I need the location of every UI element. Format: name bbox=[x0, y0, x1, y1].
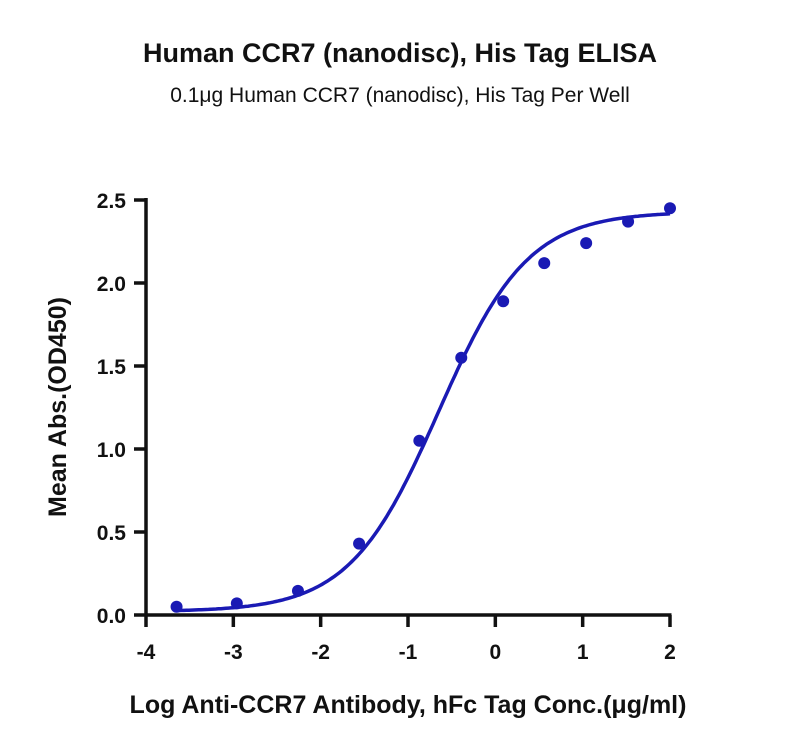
y-tick-label: 0.5 bbox=[97, 522, 127, 545]
chart-title: Human CCR7 (nanodisc), His Tag ELISA bbox=[142, 38, 658, 68]
data-point bbox=[622, 215, 635, 228]
y-tick-label: 2.0 bbox=[97, 273, 126, 296]
y-tick-label: 2.5 bbox=[97, 190, 127, 213]
x-tick-label: 2 bbox=[664, 641, 676, 664]
data-point bbox=[580, 237, 593, 250]
x-tick-label: -3 bbox=[224, 641, 243, 664]
data-point bbox=[291, 584, 304, 597]
y-tick-label: 1.0 bbox=[97, 439, 126, 462]
x-tick-label: 1 bbox=[577, 641, 589, 664]
x-axis-label: Log Anti-CCR7 Antibody, hFc Tag Conc.(μg… bbox=[130, 691, 687, 719]
data-points bbox=[170, 202, 676, 613]
y-tick-label: 0.0 bbox=[97, 605, 126, 628]
fit-curve bbox=[176, 212, 671, 613]
data-point bbox=[664, 202, 676, 215]
data-point bbox=[413, 434, 426, 447]
data-point bbox=[353, 537, 366, 550]
x-tick-label: 0 bbox=[489, 641, 501, 664]
fit-curve-group bbox=[176, 212, 671, 613]
y-axis-label: Mean Abs.(OD450) bbox=[44, 297, 72, 517]
chart-subtitle: 0.1μg Human CCR7 (nanodisc), His Tag Per… bbox=[170, 84, 630, 107]
data-point bbox=[497, 295, 510, 308]
y-tick-label: 1.5 bbox=[97, 356, 127, 379]
axes: -4 -3 -2 -1 0 1 2 0.0 0.5 1.0 1.5 2.0 2.5 bbox=[97, 190, 676, 664]
data-point bbox=[230, 597, 243, 610]
data-point bbox=[538, 257, 551, 270]
data-point bbox=[170, 600, 183, 613]
x-tick-label: -4 bbox=[137, 641, 156, 664]
x-tick-label: -1 bbox=[399, 641, 418, 664]
x-tick-label: -2 bbox=[311, 641, 330, 664]
data-point bbox=[455, 351, 468, 364]
